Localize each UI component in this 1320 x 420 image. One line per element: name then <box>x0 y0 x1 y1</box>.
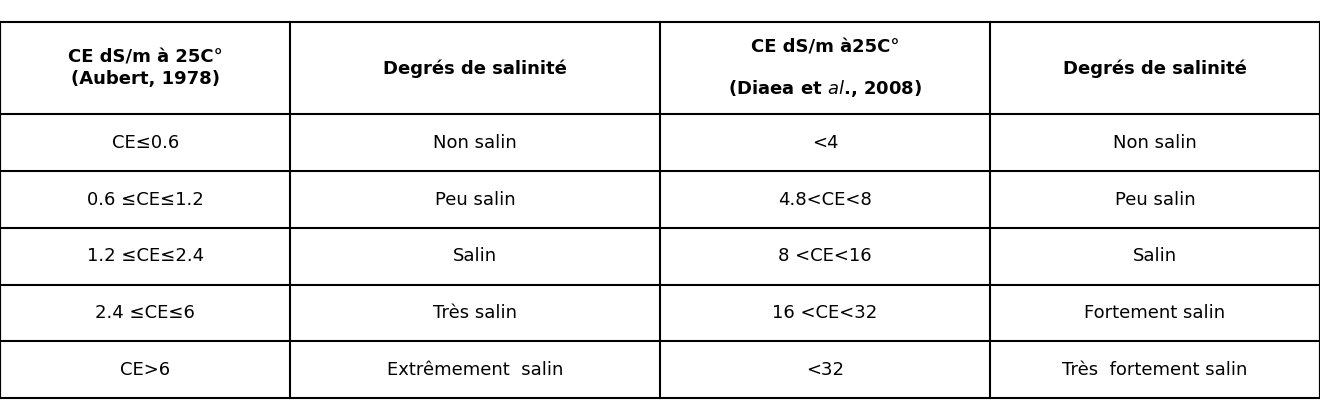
Text: <4: <4 <box>812 134 838 152</box>
Text: CE≤0.6: CE≤0.6 <box>112 134 178 152</box>
Text: Degrés de salinité: Degrés de salinité <box>1063 59 1247 78</box>
Text: Extrêmement  salin: Extrêmement salin <box>387 361 564 378</box>
Text: (Diaea et $\mathit{al}$., 2008): (Diaea et $\mathit{al}$., 2008) <box>729 78 921 99</box>
Text: 2.4 ≤CE≤6: 2.4 ≤CE≤6 <box>95 304 195 322</box>
Text: CE>6: CE>6 <box>120 361 170 378</box>
Text: CE dS/m à 25C°
(Aubert, 1978): CE dS/m à 25C° (Aubert, 1978) <box>67 49 223 88</box>
Text: 1.2 ≤CE≤2.4: 1.2 ≤CE≤2.4 <box>87 247 203 265</box>
Text: Degrés de salinité: Degrés de salinité <box>383 59 568 78</box>
Text: Peu salin: Peu salin <box>1114 191 1196 208</box>
Text: Fortement salin: Fortement salin <box>1085 304 1225 322</box>
Text: Très salin: Très salin <box>433 304 517 322</box>
Text: Très  fortement salin: Très fortement salin <box>1063 361 1247 378</box>
Text: CE dS/m à25C°: CE dS/m à25C° <box>751 39 899 57</box>
Text: Non salin: Non salin <box>1113 134 1197 152</box>
Text: Salin: Salin <box>1133 247 1177 265</box>
Text: <32: <32 <box>807 361 843 378</box>
Text: Peu salin: Peu salin <box>434 191 516 208</box>
Text: Non salin: Non salin <box>433 134 517 152</box>
Text: 4.8<CE<8: 4.8<CE<8 <box>777 191 873 208</box>
Text: 16 <CE<32: 16 <CE<32 <box>772 304 878 322</box>
Bar <box>0 22 1320 398</box>
Text: 0.6 ≤CE≤1.2: 0.6 ≤CE≤1.2 <box>87 191 203 208</box>
Text: 8 <CE<16: 8 <CE<16 <box>779 247 871 265</box>
Text: Salin: Salin <box>453 247 498 265</box>
